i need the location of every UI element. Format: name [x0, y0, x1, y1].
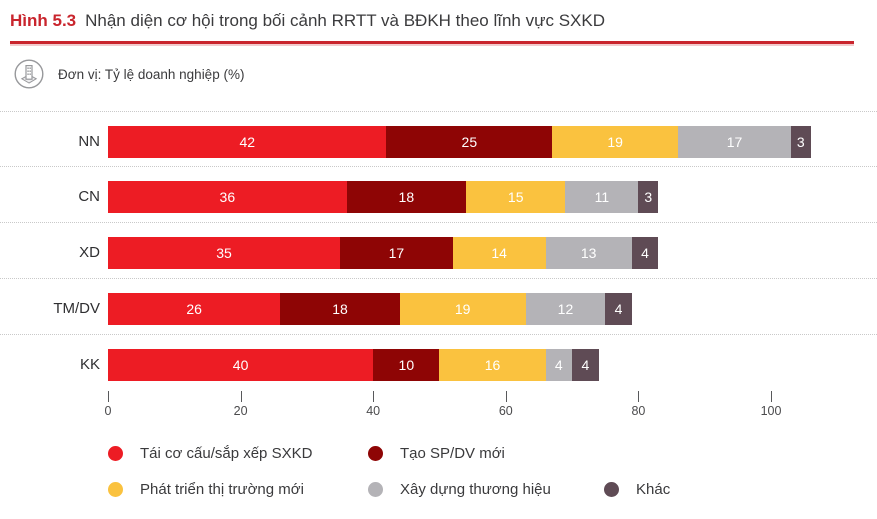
- building-icon: [14, 59, 44, 89]
- row-label: KK: [79, 356, 100, 373]
- legend-item-restructure: Tái cơ cấu/sắp xếp SXKD: [108, 445, 368, 462]
- bar-segment: 36: [108, 181, 347, 213]
- legend-swatch-dark-mauve: [604, 481, 619, 497]
- row-label: XD: [79, 244, 100, 261]
- bar-segment: 40: [108, 349, 374, 381]
- legend-item-branding: Xây dựng thương hiệu: [368, 481, 604, 498]
- bar-segment: 14: [452, 237, 546, 269]
- bar-segment: 35: [108, 237, 341, 269]
- axis-tick: [771, 391, 772, 402]
- bar-row: TM/DV 26 18 19 12 4: [0, 279, 877, 335]
- axis-tick-label: 60: [498, 404, 513, 418]
- axis-tick-label: 100: [760, 404, 782, 418]
- row-label: NN: [78, 133, 100, 150]
- legend-label: Tái cơ cấu/sắp xếp SXKD: [140, 444, 313, 462]
- legend-label: Xây dựng thương hiệu: [400, 480, 551, 498]
- legend-row: Tái cơ cấu/sắp xếp SXKD Tạo SP/DV mới: [108, 435, 877, 471]
- bar-segment: 12: [525, 293, 606, 325]
- axis-tick: [240, 391, 242, 402]
- legend-item-new-products: Tạo SP/DV mới: [368, 445, 604, 462]
- bar-segment: 25: [386, 126, 553, 158]
- stacked-bar-chart: NN 42 25 19 17 3 CN 36 18 15 11 3 XD 35 17 14 13 4 TM/DV 26…: [0, 111, 877, 423]
- bar-row: NN 42 25 19 17 3: [0, 111, 877, 167]
- row-label: TM/DV: [53, 300, 100, 317]
- bar-segment: 15: [466, 181, 566, 213]
- legend-label: Khác: [636, 480, 671, 498]
- axis-tick-label: 80: [631, 404, 646, 418]
- bar-segment: 16: [439, 349, 546, 381]
- bar-track: 40 10 16 4 4: [108, 349, 599, 381]
- bar-track: 35 17 14 13 4: [108, 237, 659, 269]
- bar-segment: 4: [605, 293, 632, 325]
- bar-segment: 18: [346, 181, 466, 213]
- legend-swatch-yellow: [108, 481, 123, 497]
- bar-segment: 42: [108, 126, 387, 158]
- x-axis: 0 20 40 60 80 100: [0, 391, 877, 423]
- bar-track: 36 18 15 11 3: [108, 181, 659, 213]
- figure-title: Nhận diện cơ hội trong bối cảnh RRTT và …: [85, 11, 606, 30]
- unit-row: Đơn vị: Tỷ lệ doanh nghiệp (%): [14, 59, 877, 89]
- legend-row: Phát triển thị trường mới Xây dựng thươn…: [108, 471, 877, 507]
- bar-row: KK 40 10 16 4 4: [0, 335, 877, 391]
- bar-segment: 3: [638, 181, 659, 213]
- unit-label: Đơn vị: Tỷ lệ doanh nghiệp (%): [58, 66, 245, 82]
- bar-segment: 11: [565, 181, 639, 213]
- axis-tick: [638, 391, 640, 402]
- figure-label: Hình 5.3: [10, 11, 77, 30]
- bar-segment: 4: [572, 349, 599, 381]
- bar-segment: 10: [373, 349, 440, 381]
- legend-swatch-gray: [368, 481, 383, 497]
- legend-item-new-markets: Phát triển thị trường mới: [108, 481, 368, 498]
- axis-tick: [505, 391, 507, 402]
- figure-title-line: Hình 5.3 Nhận diện cơ hội trong bối cảnh …: [10, 9, 877, 34]
- bar-row: CN 36 18 15 11 3: [0, 167, 877, 223]
- legend-item-other: Khác: [604, 481, 670, 498]
- bar-segment: 3: [790, 126, 811, 158]
- row-label: CN: [78, 188, 100, 205]
- bar-segment: 19: [399, 293, 526, 325]
- bar-rows: NN 42 25 19 17 3 CN 36 18 15 11 3 XD 35 17 14 13 4 TM/DV 26…: [0, 111, 877, 391]
- legend-swatch-red: [108, 445, 123, 461]
- bar-segment: 4: [631, 237, 659, 269]
- bar-segment: 4: [545, 349, 573, 381]
- bar-segment: 18: [280, 293, 400, 325]
- bar-segment: 17: [340, 237, 453, 269]
- axis-tick-label: 40: [366, 404, 381, 418]
- axis-tick: [373, 391, 375, 402]
- legend-swatch-dark-red: [368, 445, 383, 461]
- bar-track: 26 18 19 12 4: [108, 293, 632, 325]
- legend-label: Phát triển thị trường mới: [140, 480, 304, 498]
- axis-tick-label: 20: [233, 404, 248, 418]
- bar-segment: 19: [552, 126, 679, 158]
- title-divider: [10, 41, 854, 44]
- bar-row: XD 35 17 14 13 4: [0, 223, 877, 279]
- legend: Tái cơ cấu/sắp xếp SXKD Tạo SP/DV mới Ph…: [0, 435, 877, 507]
- legend-label: Tạo SP/DV mới: [400, 444, 505, 462]
- bar-track: 42 25 19 17 3: [108, 126, 811, 158]
- bar-segment: 17: [678, 126, 791, 158]
- axis-tick-label: 0: [104, 404, 112, 418]
- figure-header: Hình 5.3 Nhận diện cơ hội trong bối cảnh …: [0, 0, 877, 44]
- bar-segment: 26: [108, 293, 281, 325]
- axis-tick: [108, 391, 109, 402]
- bar-segment: 13: [545, 237, 632, 269]
